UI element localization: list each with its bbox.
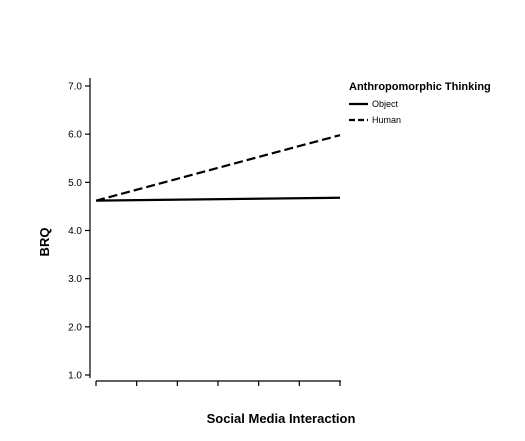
y-tick-label: 3.0 <box>68 274 82 285</box>
y-axis: 1.0 2.0 3.0 4.0 5.0 6.0 7.0 <box>68 78 91 382</box>
y-tick-label: 7.0 <box>68 82 82 93</box>
x-axis-title: Social Media Interaction <box>207 411 356 426</box>
series-lines <box>95 134 341 202</box>
y-axis-title: BRQ <box>37 228 52 257</box>
y-tick-label: 2.0 <box>68 322 82 333</box>
legend-label-human: Human <box>372 115 401 125</box>
x-axis <box>95 380 341 386</box>
legend-label-object: Object <box>372 99 399 109</box>
legend-title: Anthropomorphic Thinking <box>349 81 491 93</box>
y-tick-label: 1.0 <box>68 371 82 382</box>
y-tick-label: 4.0 <box>68 226 82 237</box>
series-line-human <box>95 134 341 202</box>
legend: Anthropomorphic Thinking Object Human <box>349 81 491 125</box>
y-tick-label: 5.0 <box>68 178 82 189</box>
series-line-object <box>95 196 341 202</box>
y-tick-label: 6.0 <box>68 130 82 141</box>
